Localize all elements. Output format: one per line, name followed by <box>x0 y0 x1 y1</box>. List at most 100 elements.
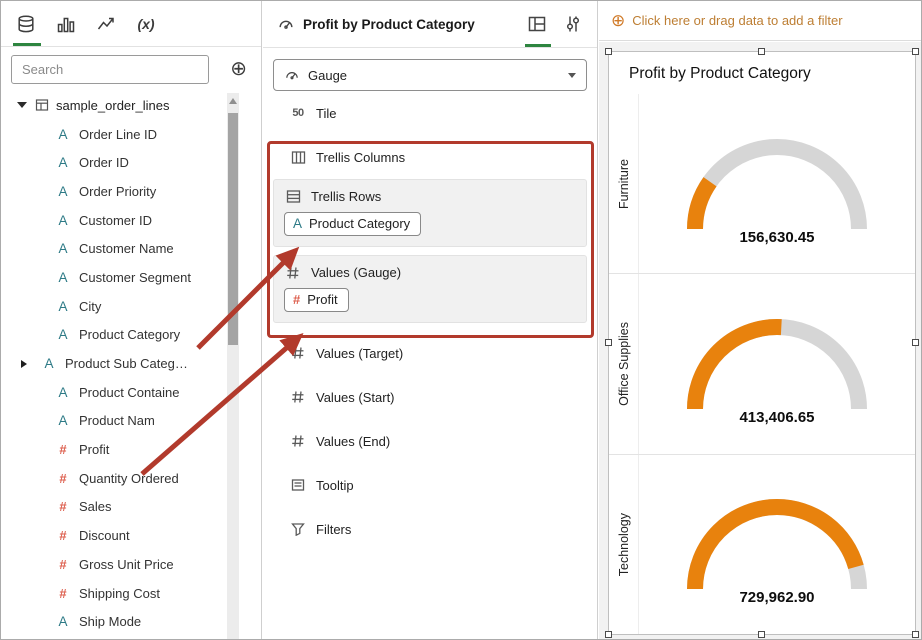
drop-target-label: Filters <box>316 521 352 537</box>
database-icon <box>18 14 34 32</box>
drop-target-values-gauge[interactable]: Values (Gauge) # Profit <box>273 255 587 323</box>
values-hash-icon <box>289 390 307 404</box>
search-input[interactable] <box>11 55 209 84</box>
field-label: Gross Unit Price <box>79 556 174 572</box>
gauge-icon <box>279 20 293 29</box>
data-panel-tabbar: (x) <box>1 1 261 47</box>
drop-target-trellis-columns[interactable]: Trellis Columns <box>263 135 597 179</box>
tile-icon: 50 <box>292 107 304 119</box>
drop-target-trellis-rows[interactable]: Trellis Rows A Product Category <box>273 179 587 247</box>
field-row[interactable]: # Sales <box>1 493 261 522</box>
tab-analytics[interactable] <box>95 11 117 37</box>
dataset-node[interactable]: sample_order_lines <box>1 91 261 120</box>
attribute-icon: A <box>58 241 68 257</box>
field-row[interactable]: A Product Nam <box>1 407 261 436</box>
field-label: City <box>79 298 102 314</box>
field-row[interactable]: A Customer ID <box>1 206 261 235</box>
add-data-button[interactable]: ⊕ <box>230 58 247 80</box>
drop-target-values-start[interactable]: Values (Start) <box>263 375 597 419</box>
resize-handle-mid-left[interactable] <box>605 339 612 346</box>
tab-calculations[interactable]: (x) <box>135 11 157 37</box>
resize-handle-bottom-center[interactable] <box>758 631 765 638</box>
gauge-value: 413,406.65 <box>739 408 815 426</box>
attribute-icon: A <box>58 212 68 228</box>
field-label: Profit <box>79 442 110 458</box>
properties-sliders-icon[interactable] <box>563 14 583 34</box>
values-hash-icon <box>284 266 302 280</box>
measure-icon: # <box>59 442 67 458</box>
function-icon: (x) <box>137 15 155 32</box>
viz-type-value: Gauge <box>308 67 348 83</box>
gauge-arc <box>687 499 867 590</box>
field-row[interactable]: A Order ID <box>1 148 261 177</box>
field-row[interactable]: A City <box>1 292 261 321</box>
viz-type-dropdown[interactable]: Gauge <box>273 59 587 91</box>
active-tab-underline <box>13 43 41 46</box>
field-label: Product Category <box>79 327 181 343</box>
resize-handle-top-left[interactable] <box>605 48 612 55</box>
field-label: Shipping Cost <box>79 585 160 601</box>
tab-visualizations[interactable] <box>55 11 77 37</box>
field-row[interactable]: A Customer Name <box>1 234 261 263</box>
add-filter-icon[interactable]: ⊕ <box>611 10 626 30</box>
field-row[interactable]: # Gross Unit Price <box>1 550 261 579</box>
resize-handle-bottom-left[interactable] <box>605 631 612 638</box>
field-row[interactable]: A Product Containe <box>1 378 261 407</box>
data-panel-scrollbar[interactable] <box>227 93 239 639</box>
attribute-icon: A <box>44 356 54 372</box>
gauge-arc <box>687 138 867 229</box>
canvas-background: Profit by Product Category Furniture 156… <box>599 42 921 639</box>
drop-target-filters[interactable]: Filters <box>263 507 597 551</box>
gauge-visualization[interactable]: Profit by Product Category Furniture 156… <box>605 48 919 638</box>
grammar-view-icon[interactable] <box>527 14 547 34</box>
field-row[interactable]: # Shipping Cost <box>1 579 261 608</box>
drop-target-values-target[interactable]: Values (Target) <box>263 331 597 375</box>
filter-bar[interactable]: ⊕ Click here or drag data to add a filte… <box>599 1 921 41</box>
field-row[interactable]: A Ship Mode <box>1 607 261 636</box>
attribute-icon: A <box>58 384 68 400</box>
trellis-rows-icon <box>284 189 302 204</box>
resize-handle-bottom-right[interactable] <box>912 631 919 638</box>
gauge-icon <box>286 72 298 80</box>
measure-icon: # <box>59 470 67 486</box>
tooltip-list-icon <box>289 478 307 492</box>
field-row[interactable]: # Quantity Ordered <box>1 464 261 493</box>
field-label: Customer ID <box>79 212 152 228</box>
chevron-down-icon <box>568 72 576 78</box>
field-row[interactable]: # Discount <box>1 521 261 550</box>
drop-target-tile[interactable]: 50 Tile <box>263 91 597 135</box>
attribute-icon: A <box>58 155 68 171</box>
gauge-value: 729,962.90 <box>739 589 815 607</box>
dataset-icon <box>35 98 49 112</box>
field-label: Product Sub Categ… <box>65 356 188 372</box>
drop-target-tooltip[interactable]: Tooltip <box>263 463 597 507</box>
gauge-value: 156,630.45 <box>739 228 815 246</box>
gauge-row-office-supplies: Office Supplies 413,406.65 <box>609 274 915 455</box>
resize-handle-top-center[interactable] <box>758 48 765 55</box>
trellis-rows-container: Furniture 156,630.45 O <box>609 94 915 634</box>
field-row[interactable]: A Order Priority <box>1 177 261 206</box>
data-tree: sample_order_lines A Order Line ID A Ord… <box>1 91 261 639</box>
drop-target-label: Values (Gauge) <box>311 265 402 280</box>
field-row-profit[interactable]: # Profit <box>1 435 261 464</box>
gauge-row-technology: Technology 729,962.90 <box>609 454 915 634</box>
field-label: Sales <box>79 499 112 515</box>
collapse-caret-icon[interactable] <box>17 102 27 109</box>
field-label: Quantity Ordered <box>79 470 179 486</box>
pill-product-category[interactable]: A Product Category <box>284 212 422 236</box>
pill-profit[interactable]: # Profit <box>284 288 349 312</box>
field-row[interactable]: A Customer Segment <box>1 263 261 292</box>
expand-caret-icon[interactable] <box>21 359 27 368</box>
values-hash-icon <box>289 346 307 360</box>
drop-target-values-end[interactable]: Values (End) <box>263 419 597 463</box>
resize-handle-mid-right[interactable] <box>912 339 919 346</box>
tab-data[interactable] <box>15 11 37 37</box>
scroll-up-arrow-icon[interactable] <box>229 98 237 104</box>
field-row[interactable]: A Order Line ID <box>1 120 261 149</box>
field-row[interactable]: A Product Sub Categ… <box>1 349 261 378</box>
viz-title-header: Profit by Product Category <box>303 16 475 32</box>
resize-handle-top-right[interactable] <box>912 48 919 55</box>
field-row-product-category[interactable]: A Product Category <box>1 321 261 350</box>
scrollbar-thumb[interactable] <box>228 113 238 345</box>
